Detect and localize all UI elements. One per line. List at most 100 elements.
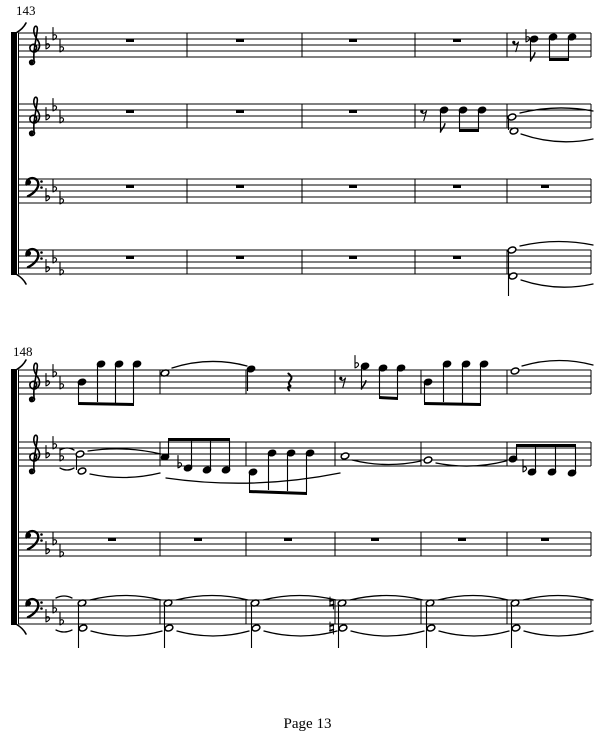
half-notehead <box>426 624 436 632</box>
flat-sign <box>525 28 530 43</box>
half-notehead <box>340 452 350 460</box>
slur <box>171 360 248 369</box>
notehead <box>461 360 471 368</box>
bracket-hook-top <box>15 22 27 34</box>
beam <box>78 402 134 406</box>
eighth-flag <box>439 123 446 133</box>
slur <box>435 460 507 467</box>
bass-clef-dot <box>40 186 43 189</box>
eighth-rest-dot <box>339 376 343 380</box>
notehead <box>378 364 388 372</box>
slur <box>520 133 594 143</box>
bass-clef <box>25 247 43 269</box>
slur <box>520 279 594 288</box>
eighth-rest <box>512 40 520 53</box>
slur <box>55 629 73 633</box>
flat-sign <box>59 38 64 53</box>
notehead <box>396 364 406 372</box>
slur <box>59 447 75 451</box>
whole-rest <box>349 256 357 260</box>
treble-clef-dot <box>30 132 34 136</box>
flat-sign <box>52 249 57 264</box>
system-2-staff-1 <box>18 354 594 406</box>
bass-clef <box>25 529 43 551</box>
slur <box>175 594 249 601</box>
beam <box>516 444 576 447</box>
system-1-staff-1 <box>18 25 592 66</box>
bass-clef <box>25 597 43 619</box>
slur <box>351 459 422 466</box>
notehead <box>114 360 124 368</box>
flat-sign <box>52 435 57 450</box>
slur <box>90 630 163 637</box>
flat-sign <box>59 611 64 626</box>
flat-sign <box>45 372 50 387</box>
bass-clef-dot <box>40 257 43 260</box>
whole-rest <box>453 256 461 260</box>
flat-sign <box>52 178 57 193</box>
beam <box>379 396 398 400</box>
system-2-staff-3 <box>18 529 592 558</box>
whole-rest <box>236 256 244 260</box>
slur <box>263 630 338 637</box>
whole-rest <box>194 538 202 542</box>
notehead <box>305 449 315 457</box>
system-143 <box>11 22 594 296</box>
flat-sign <box>52 363 57 378</box>
notehead <box>286 449 296 457</box>
treble-clef <box>28 362 41 403</box>
flat-sign <box>45 106 50 121</box>
whole-rest <box>236 39 244 43</box>
eighth-rest <box>339 376 347 389</box>
treble-clef-dot <box>30 398 34 402</box>
flat-sign <box>522 458 527 473</box>
flat-sign <box>59 190 64 205</box>
flat-sign <box>45 540 50 555</box>
half-notehead <box>160 369 170 377</box>
whole-rest <box>126 39 134 43</box>
measure-number: 143 <box>16 3 36 18</box>
natural-sign <box>329 596 335 610</box>
half-notehead <box>511 624 521 632</box>
notehead <box>479 360 489 368</box>
half-notehead <box>509 127 519 135</box>
half-notehead <box>337 599 347 607</box>
bracket-hook-top <box>15 359 27 371</box>
slur <box>55 595 73 599</box>
slur <box>519 107 594 114</box>
eighth-flag <box>529 52 536 62</box>
treble-clef <box>28 434 41 475</box>
half-notehead <box>78 624 88 632</box>
whole-rest <box>126 185 134 189</box>
beam <box>168 438 230 441</box>
slur <box>59 467 75 471</box>
bass-clef-dot <box>40 533 43 536</box>
whole-rest <box>453 185 461 189</box>
flat-sign <box>52 26 57 41</box>
bracket-hook-bottom <box>15 623 27 635</box>
natural-sign <box>329 621 335 635</box>
eighth-rest-dot <box>512 40 516 44</box>
treble-clef-dot <box>30 470 34 474</box>
notehead <box>132 360 142 368</box>
slur <box>438 630 510 637</box>
slur <box>523 630 594 637</box>
beam <box>424 402 481 406</box>
treble-clef <box>28 25 41 66</box>
flat-sign <box>52 599 57 614</box>
flat-sign <box>45 35 50 50</box>
half-notehead <box>77 599 87 607</box>
slur <box>437 594 509 601</box>
half-notehead <box>425 599 435 607</box>
quarter-rest <box>287 372 293 392</box>
notehead <box>96 360 106 368</box>
flat-sign <box>59 375 64 390</box>
flat-sign <box>177 454 182 469</box>
notehead <box>360 362 370 370</box>
bass-clef-dot <box>40 607 43 610</box>
whole-rest <box>126 256 134 260</box>
whole-rest <box>349 39 357 43</box>
half-notehead <box>251 624 261 632</box>
bass-clef-dot <box>40 251 43 254</box>
